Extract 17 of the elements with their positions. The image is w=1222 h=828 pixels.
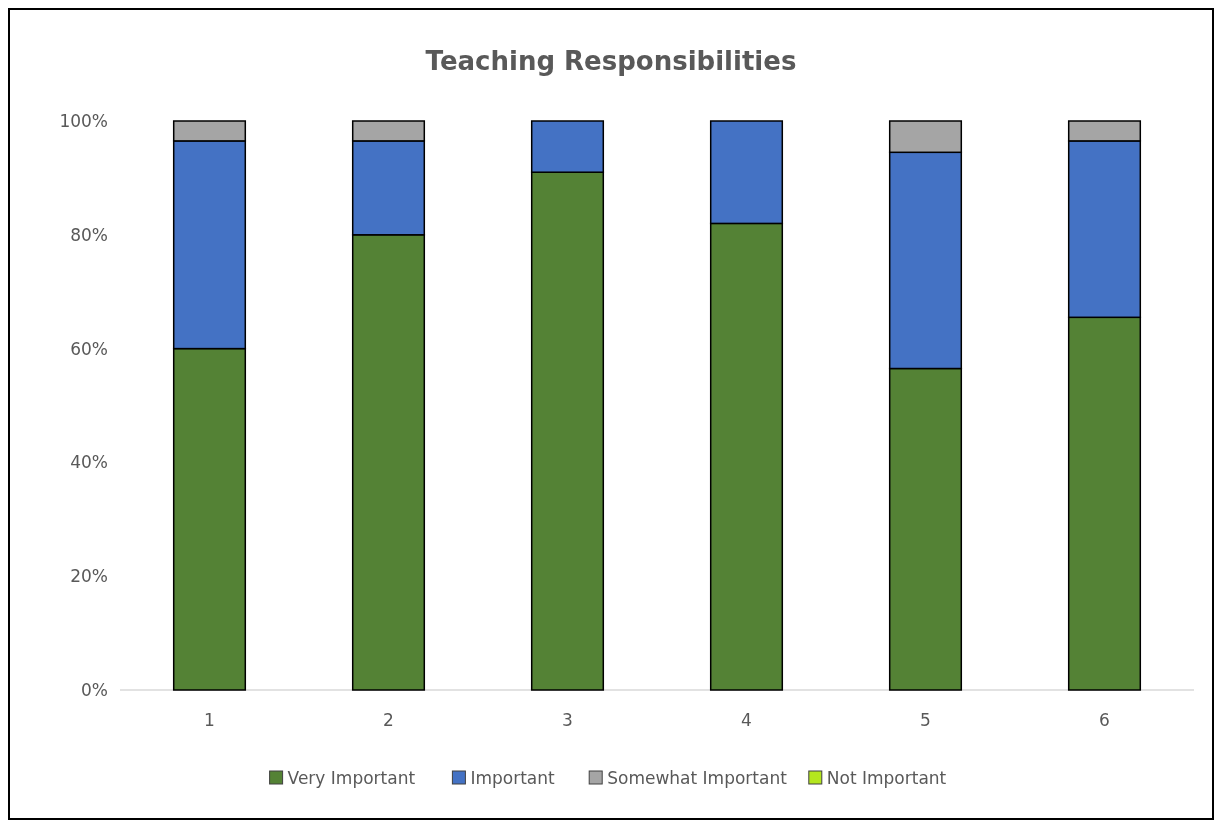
y-tick-label: 100% [59,110,108,131]
y-tick-label: 0% [81,679,108,700]
x-tick-label: 4 [741,710,752,730]
x-tick-label: 5 [920,710,931,730]
y-tick-label: 80% [70,224,108,245]
x-tick-label: 6 [1099,710,1110,730]
y-tick-label: 60% [70,338,108,359]
legend-label: Not Important [826,767,947,788]
y-tick-label: 20% [70,566,108,587]
x-tick-label: 1 [204,710,215,730]
chart-title: Teaching Responsibilities [425,46,797,76]
x-tick-label: 2 [383,710,394,730]
legend-label: Very Important [287,767,416,788]
legend-label: Somewhat Important [607,767,788,788]
y-tick-label: 40% [70,452,108,473]
x-tick-label: 3 [562,710,573,730]
legend-label: Important [470,767,556,788]
